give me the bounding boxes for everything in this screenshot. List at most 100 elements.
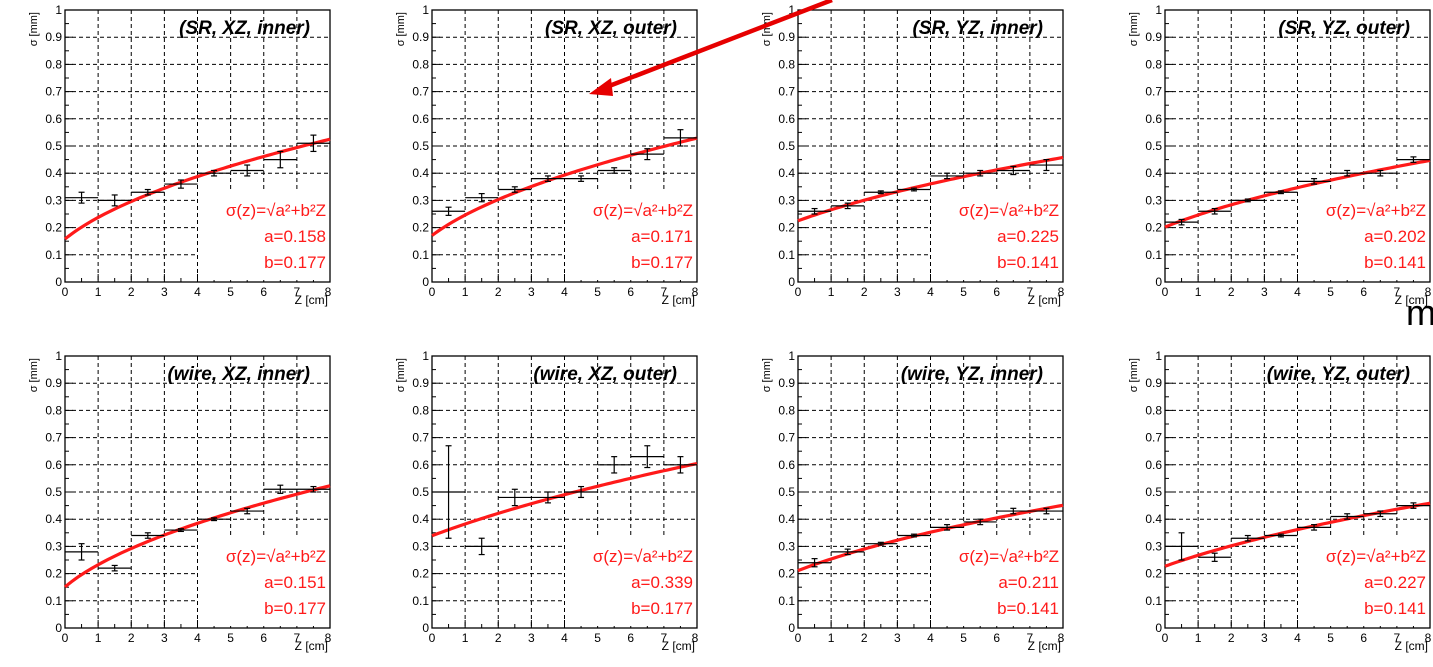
chart-panel-5: 0 1 2 3 4 5 6 7 8 0 0.1 0.2 0.3 0.4 0.5 0.6 0.7 0.8 0.9 1 σ …	[28, 349, 332, 653]
x-tick-label: 5	[227, 631, 234, 645]
y-tick-label: 0.7	[1145, 431, 1162, 445]
data-point	[798, 558, 832, 568]
y-tick-label: 1	[1155, 349, 1162, 363]
x-tick-label: 1	[95, 285, 102, 299]
data-point	[630, 148, 664, 161]
x-tick-label: 1	[828, 631, 835, 645]
y-tick-label: 0.4	[45, 512, 62, 526]
y-tick-label: 0.8	[1145, 403, 1162, 417]
data-point	[296, 134, 330, 153]
y-tick-label: 0.6	[412, 112, 429, 126]
x-tick-label: 6	[993, 285, 1000, 299]
x-tick-label: 8	[692, 285, 699, 299]
data-point	[996, 507, 1030, 515]
y-tick-label: 0.4	[1145, 166, 1162, 180]
chart-title: (wire, XZ, inner)	[167, 364, 310, 385]
x-tick-label: 5	[1327, 631, 1334, 645]
data-point	[164, 179, 198, 189]
stray-text: m	[1406, 292, 1433, 333]
fit-curve	[64, 137, 331, 241]
data-point	[230, 164, 264, 177]
data-point	[531, 491, 565, 504]
data-point	[798, 207, 832, 215]
y-tick-label: 0.1	[778, 594, 795, 608]
y-tick-label: 0.7	[1145, 85, 1162, 99]
data-point	[1396, 156, 1430, 163]
y-tick-label: 0.5	[412, 485, 429, 499]
x-tick-label: 1	[95, 631, 102, 645]
y-tick-label: 0.3	[45, 193, 62, 207]
y-axis-label: σ [mm]	[28, 358, 40, 392]
y-tick-label: 0.4	[778, 512, 795, 526]
x-tick-label: 0	[429, 285, 436, 299]
x-axis-label: Z [cm]	[1395, 293, 1428, 307]
x-tick-label: 7	[1394, 285, 1401, 299]
data-point	[1330, 169, 1364, 177]
fit-legend-box	[198, 192, 328, 280]
y-tick-label: 0.5	[778, 485, 795, 499]
fit-legend-box	[931, 192, 1061, 280]
y-tick-label: 0.8	[45, 57, 62, 71]
x-tick-label: 4	[1294, 285, 1301, 299]
chart-panel-6: 0 1 2 3 4 5 6 7 8 0 0.1 0.2 0.3 0.4 0.5 0.6 0.7 0.8 0.9 1 σ …	[395, 349, 699, 653]
fit-curve	[431, 461, 698, 538]
x-axis-label: Z [cm]	[295, 639, 328, 653]
fit-param-b: b=0.141	[997, 599, 1059, 618]
fit-param-b: b=0.177	[264, 253, 326, 272]
x-tick-label: 7	[294, 285, 301, 299]
x-tick-label: 7	[294, 631, 301, 645]
x-tick-label: 5	[960, 285, 967, 299]
data-point	[197, 517, 231, 522]
y-tick-label: 1	[1155, 3, 1162, 17]
chart-panel-4: 0 1 2 3 4 5 6 7 8 0 0.1 0.2 0.3 0.4 0.5 0.6 0.7 0.8 0.9 1 σ …	[1128, 3, 1432, 307]
y-tick-label: 0.3	[412, 539, 429, 553]
y-tick-label: 0.6	[1145, 458, 1162, 472]
x-tick-label: 8	[1058, 631, 1065, 645]
fit-param-a: a=0.151	[264, 573, 326, 592]
data-point	[897, 187, 931, 192]
fit-param-b: b=0.177	[631, 599, 693, 618]
x-tick-label: 7	[661, 631, 668, 645]
fit-param-a: a=0.211	[998, 573, 1059, 592]
y-axis-label: σ [mm]	[761, 358, 773, 392]
y-tick-label: 0.1	[45, 594, 62, 608]
chart-panel-7: 0 1 2 3 4 5 6 7 8 0 0.1 0.2 0.3 0.4 0.5 0.6 0.7 0.8 0.9 1 σ …	[761, 349, 1065, 653]
y-tick-label: 0.3	[1145, 539, 1162, 553]
y-tick-label: 0.5	[1145, 485, 1162, 499]
y-tick-label: 0	[1155, 275, 1162, 289]
chart-title: (wire, XZ, outer)	[533, 364, 677, 385]
data-point	[564, 175, 598, 182]
chart-title: (SR, YZ, inner)	[912, 18, 1043, 39]
fit-param-a: a=0.339	[631, 573, 693, 592]
fit-param-a: a=0.158	[264, 227, 326, 246]
y-tick-label: 0.2	[1145, 221, 1162, 235]
chart-title: (wire, YZ, inner)	[901, 364, 1043, 385]
x-tick-label: 6	[1360, 631, 1367, 645]
y-tick-label: 0	[1155, 621, 1162, 635]
y-tick-label: 0.2	[778, 567, 795, 581]
data-point	[1363, 169, 1397, 177]
y-tick-label: 0.6	[778, 458, 795, 472]
data-point	[597, 167, 631, 174]
y-tick-label: 0.4	[778, 166, 795, 180]
x-tick-label: 5	[594, 285, 601, 299]
data-point	[663, 129, 697, 147]
x-tick-label: 7	[1027, 285, 1034, 299]
data-point	[498, 488, 532, 507]
x-tick-label: 8	[1425, 285, 1432, 299]
data-point	[65, 543, 99, 561]
arrow-head	[589, 78, 613, 96]
y-tick-label: 0.8	[45, 403, 62, 417]
y-tick-label: 0.9	[778, 376, 795, 390]
x-tick-label: 3	[1261, 631, 1268, 645]
y-tick-label: 0.3	[45, 539, 62, 553]
data-point	[1231, 534, 1265, 542]
data-point	[930, 524, 964, 531]
fit-legend-box	[565, 192, 695, 280]
x-tick-label: 7	[1394, 631, 1401, 645]
x-axis-label: Z [cm]	[1395, 639, 1428, 653]
data-point	[230, 507, 264, 515]
y-tick-label: 0.6	[45, 458, 62, 472]
y-axis-label: σ [mm]	[761, 12, 773, 46]
